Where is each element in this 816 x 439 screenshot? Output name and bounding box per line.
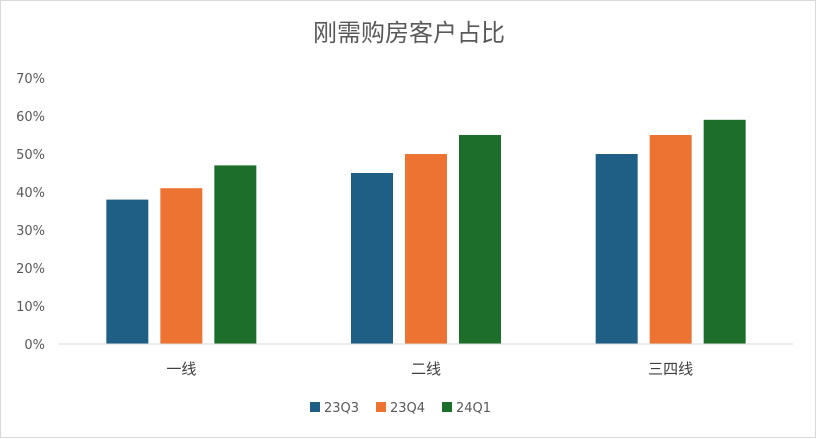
legend-label: 23Q3: [324, 401, 359, 416]
legend-label: 23Q4: [390, 401, 425, 416]
x-axis: 一线 二线 三四线: [166, 360, 693, 378]
y-tick-label: 40%: [16, 186, 45, 201]
y-tick-label: 30%: [16, 224, 45, 239]
y-tick-label: 20%: [16, 262, 45, 277]
legend-swatch-23Q3: [310, 402, 320, 412]
bar-23Q4-0: [160, 188, 203, 344]
bar-23Q4-1: [405, 154, 447, 344]
bar-23Q3-0: [106, 199, 149, 344]
bar-23Q3-2: [595, 154, 638, 344]
legend-swatch-23Q4: [376, 402, 386, 412]
legend-label: 24Q1: [456, 401, 491, 416]
x-tick-label: 一线: [166, 360, 196, 378]
y-tick-label: 0%: [24, 338, 45, 353]
y-tick-label: 50%: [16, 148, 45, 163]
bar-23Q3-1: [351, 173, 393, 344]
bar-24Q1-1: [459, 135, 501, 344]
y-axis: 0% 10% 20% 30% 40% 50% 60% 70%: [16, 72, 45, 353]
bar-24Q1-2: [703, 119, 746, 344]
x-tick-label: 二线: [411, 360, 441, 378]
x-tick-label: 三四线: [648, 360, 693, 378]
y-tick-label: 10%: [16, 300, 45, 315]
bars: [106, 119, 746, 344]
y-tick-label: 70%: [16, 72, 45, 87]
chart-title: 刚需购房客户占比: [313, 19, 505, 47]
legend: 23Q3 23Q4 24Q1: [310, 401, 491, 416]
y-tick-label: 60%: [16, 110, 45, 125]
bar-23Q4-2: [649, 135, 692, 344]
legend-swatch-24Q1: [442, 402, 452, 412]
bar-24Q1-0: [214, 165, 257, 344]
